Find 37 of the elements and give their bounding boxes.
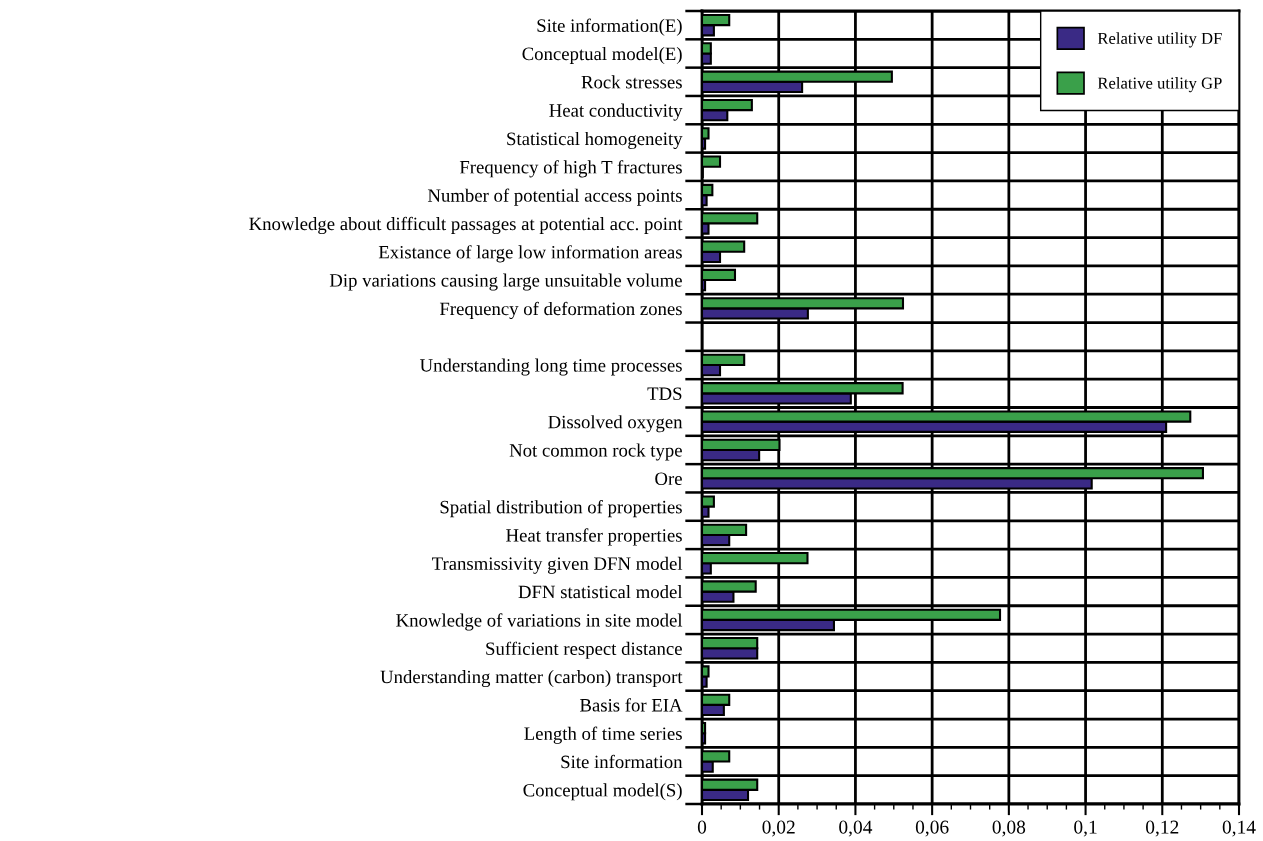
x-tick-label: 0,04: [839, 820, 873, 837]
y-tick-label: Sufficient respect distance: [486, 641, 682, 659]
y-tick-label: Heat conductivity: [549, 103, 683, 121]
y-tick-label: Understanding matter (carbon) transport: [380, 670, 683, 688]
y-tick-label: Site information(E): [537, 18, 682, 36]
y-tick-label: Heat transfer properties: [506, 528, 682, 546]
x-tick-label: 0,06: [915, 820, 949, 837]
x-tick-label: 0: [697, 820, 707, 834]
y-tick-label: TDS: [647, 387, 682, 401]
y-tick-label: Understanding long time processes: [419, 358, 682, 376]
y-tick-label: Spatial distribution of properties: [440, 500, 682, 518]
y-tick-label: Conceptual model(S): [523, 783, 682, 801]
x-tick-label: 0,02: [762, 820, 795, 837]
y-tick-label: Knowledge of variations in site model: [396, 613, 683, 631]
y-tick-label: Statistical homogeneity: [507, 131, 683, 149]
x-tick-label: 0,14: [1222, 820, 1256, 837]
y-tick-label: Conceptual model(E): [522, 46, 682, 64]
y-tick-label: Not common rock type: [509, 443, 682, 461]
y-tick-label: Rock stresses: [581, 75, 682, 89]
y-tick-label: Basis for EIA: [579, 698, 683, 712]
x-tick-label: 0,12: [1146, 820, 1179, 837]
y-tick-label: DFN statistical model: [518, 585, 683, 599]
y-tick-label: Length of time series: [524, 726, 682, 744]
y-tick-label: Transmissivity given DFN model: [432, 556, 683, 574]
legend-label: Relative utility GP: [1097, 77, 1222, 93]
x-tick-label: 0,1: [1074, 820, 1097, 837]
x-tick-label: 0,08: [992, 820, 1026, 837]
y-tick-label: Knowledge about difficult passages at potential acc. point: [249, 216, 683, 235]
y-tick-label: Site information: [561, 754, 683, 769]
legend-label: Relative utility DF: [1097, 32, 1222, 48]
y-tick-label: Ore: [655, 472, 682, 485]
y-tick-label: Dip variations causing large unsuitable volume: [329, 273, 682, 291]
y-tick-label: Dissolved oxygen: [548, 415, 683, 433]
y-tick-label: Frequency of deformation zones: [439, 301, 682, 320]
y-tick-label: Number of potential access points: [427, 188, 682, 206]
y-tick-label: Existance of large low information areas: [378, 245, 682, 263]
y-tick-label: Frequency of high T fractures: [459, 160, 682, 178]
